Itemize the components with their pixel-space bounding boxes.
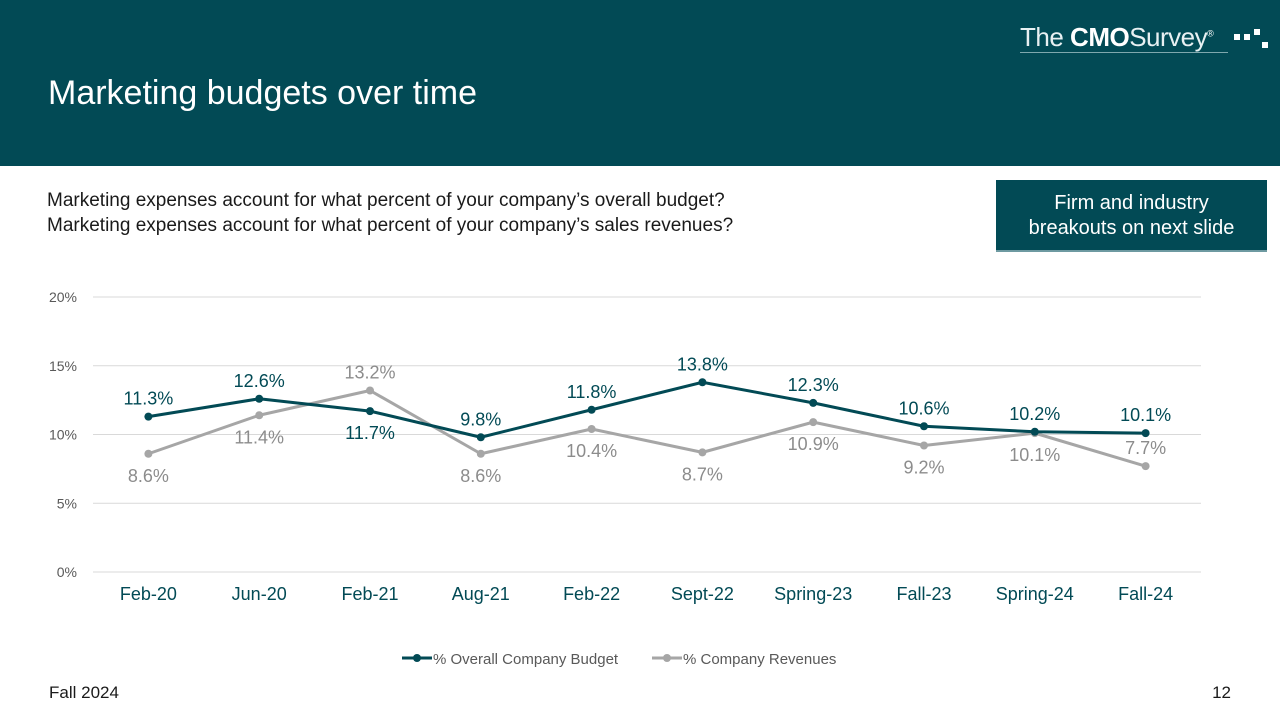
data-point-company-revenues: [920, 441, 928, 450]
x-tick-label: Fall-24: [1118, 584, 1173, 604]
data-label-company-revenues: 10.9%: [788, 434, 839, 454]
x-tick-label: Aug-21: [452, 584, 510, 604]
x-tick-label: Feb-22: [563, 584, 620, 604]
data-point-overall-budget: [476, 433, 485, 442]
data-point-company-revenues: [809, 418, 818, 427]
data-label-overall-budget: 10.2%: [1009, 404, 1060, 424]
legend-label-company-revenues: % Company Revenues: [683, 651, 836, 668]
logo-suffix: Survey: [1129, 22, 1208, 52]
y-tick-label: 5%: [57, 495, 77, 511]
data-point-overall-budget: [1030, 427, 1039, 436]
marketing-budget-line-chart: 0% 5% 10% 15% 20% Feb-20 Jun-20 Feb-21 Aug-21 Feb…: [49, 289, 1201, 668]
data-label-company-revenues: 8.6%: [460, 466, 501, 486]
header-band: Marketing budgets over time The CMOSurve…: [0, 0, 1280, 166]
breakout-next-slide-button[interactable]: Firm and industry breakouts on next slid…: [996, 180, 1267, 250]
data-label-company-revenues: 10.1%: [1009, 445, 1060, 465]
x-tick-label: Spring-24: [996, 584, 1074, 604]
x-tick-label: Spring-23: [774, 584, 852, 604]
logo-squares-icon: [1234, 29, 1268, 48]
data-point-overall-budget: [698, 378, 707, 387]
data-label-company-revenues: 7.7%: [1125, 438, 1166, 458]
x-tick-label: Jun-20: [232, 584, 287, 604]
data-point-company-revenues: [366, 386, 374, 395]
x-tick-label: Sept-22: [671, 584, 734, 604]
data-label-overall-budget: 11.3%: [124, 389, 174, 409]
breakout-line-2: breakouts on next slide: [1028, 217, 1235, 239]
data-label-company-revenues: 10.4%: [566, 441, 617, 461]
survey-questions: Marketing expenses account for what perc…: [47, 188, 733, 238]
footer-edition: Fall 2024: [49, 683, 119, 702]
page-number: 12: [1212, 683, 1231, 702]
data-label-overall-budget: 13.8%: [677, 354, 728, 374]
x-tick-label: Fall-23: [896, 584, 951, 604]
series-line-company-revenues: [147, 389, 1147, 468]
cmo-survey-logo: The CMOSurvey®: [1020, 22, 1268, 56]
logo-prefix: The: [1020, 22, 1064, 52]
data-point-company-revenues: [1141, 462, 1150, 471]
x-tick-label: Feb-21: [341, 584, 398, 604]
y-tick-label: 10%: [49, 427, 77, 443]
data-label-company-revenues: 8.7%: [682, 464, 723, 484]
legend-marker-overall-budget: [413, 654, 421, 662]
data-point-overall-budget: [144, 412, 153, 421]
data-point-company-revenues: [144, 449, 153, 458]
data-label-overall-budget: 12.6%: [234, 371, 285, 391]
question-budget: Marketing expenses account for what perc…: [47, 190, 725, 211]
logo-underline: [1020, 52, 1228, 53]
data-point-company-revenues: [476, 449, 485, 458]
x-tick-label: Feb-20: [120, 584, 177, 604]
data-point-company-revenues: [255, 411, 264, 420]
data-label-overall-budget: 12.3%: [788, 375, 839, 395]
breakout-line-1: Firm and industry: [1054, 192, 1209, 214]
data-point-overall-budget: [920, 422, 928, 431]
legend-marker-company-revenues: [663, 654, 671, 662]
data-label-company-revenues: 13.2%: [344, 363, 395, 383]
question-revenues: Marketing expenses account for what perc…: [47, 215, 734, 236]
y-tick-label: 0%: [57, 564, 77, 580]
logo-bold: CMO: [1070, 22, 1130, 52]
data-label-overall-budget: 10.6%: [898, 398, 949, 418]
data-point-overall-budget: [809, 398, 818, 407]
logo-registered-mark: ®: [1207, 28, 1214, 39]
page-title: Marketing budgets over time: [48, 74, 477, 112]
series-line-overall-budget: [148, 380, 1146, 439]
data-label-overall-budget: 11.7%: [345, 423, 395, 443]
data-label-overall-budget: 10.1%: [1120, 405, 1171, 425]
data-point-overall-budget: [1141, 429, 1150, 438]
data-point-company-revenues: [587, 425, 596, 433]
data-point-overall-budget: [366, 407, 374, 416]
y-tick-label: 15%: [49, 358, 77, 374]
legend-label-overall-budget: % Overall Company Budget: [433, 651, 619, 668]
data-point-overall-budget: [255, 394, 264, 403]
data-label-company-revenues: 11.4%: [234, 427, 284, 447]
data-label-company-revenues: 8.6%: [128, 466, 169, 486]
data-point-overall-budget: [587, 405, 596, 414]
data-point-company-revenues: [698, 448, 707, 457]
data-label-overall-budget: 9.8%: [460, 409, 501, 429]
data-label-overall-budget: 11.8%: [567, 382, 617, 402]
y-tick-label: 20%: [49, 289, 77, 305]
data-label-company-revenues: 9.2%: [903, 458, 944, 478]
